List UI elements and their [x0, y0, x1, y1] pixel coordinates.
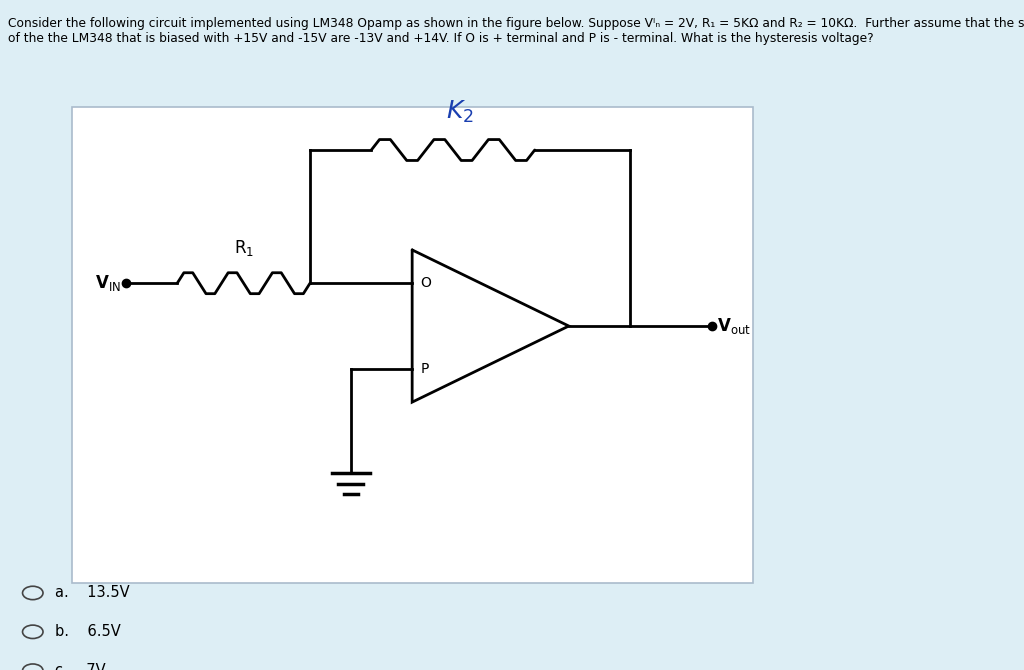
Text: O: O — [420, 276, 431, 290]
Text: V$_{\mathsf{out}}$: V$_{\mathsf{out}}$ — [717, 316, 752, 336]
Text: $\mathit{K_2}$: $\mathit{K_2}$ — [445, 99, 474, 125]
Text: b.    6.5V: b. 6.5V — [55, 624, 121, 639]
FancyBboxPatch shape — [72, 107, 753, 583]
Text: c.    7V: c. 7V — [55, 663, 105, 670]
Text: R$_1$: R$_1$ — [233, 239, 254, 259]
Text: V$_{\mathsf{IN}}$: V$_{\mathsf{IN}}$ — [95, 273, 121, 293]
Text: a.    13.5V: a. 13.5V — [55, 586, 130, 600]
Text: Consider the following circuit implemented using LM348 Opamp as shown in the fig: Consider the following circuit implement… — [8, 17, 1024, 29]
Text: P: P — [420, 362, 429, 376]
Text: of the the LM348 that is biased with +15V and -15V are -13V and +14V. If O is + : of the the LM348 that is biased with +15… — [8, 32, 873, 45]
